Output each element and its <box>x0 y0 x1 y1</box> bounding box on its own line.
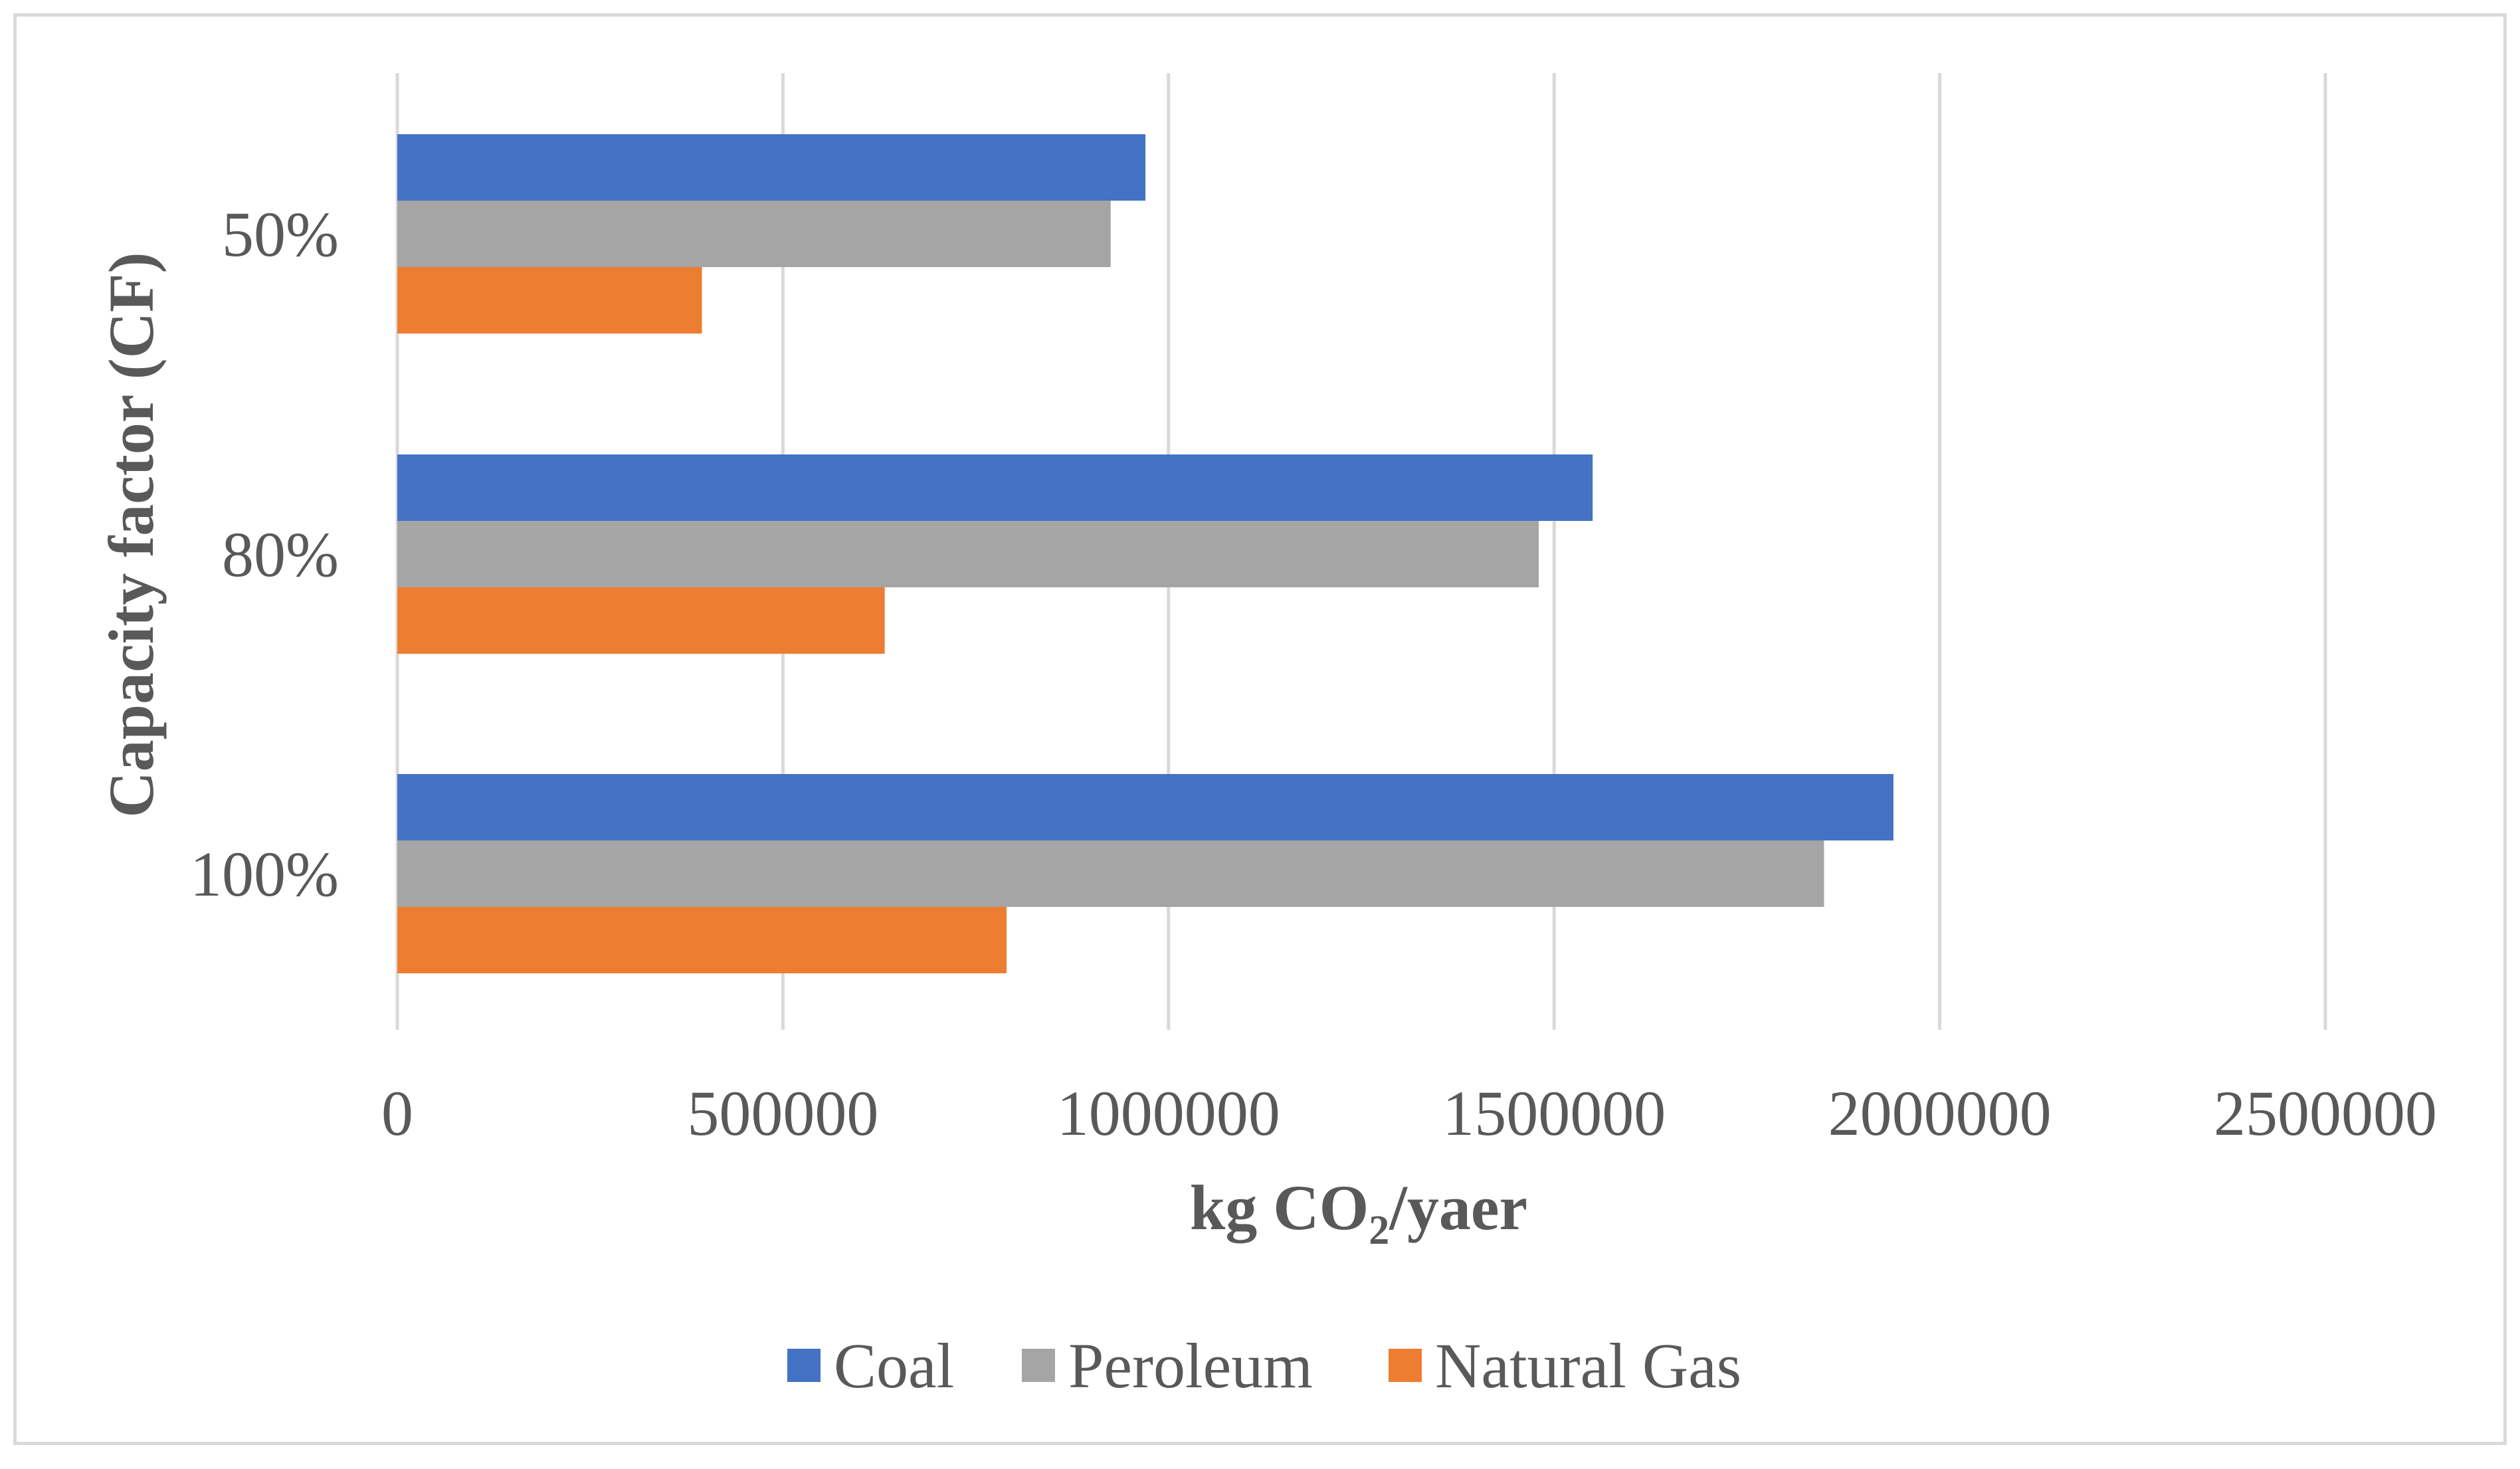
legend-swatch-natural-gas <box>1389 1349 1422 1382</box>
bar-coal <box>397 134 1145 201</box>
x-axis-tick-labels: 0 500000 1000000 1500000 2000000 2500000 <box>381 1078 2437 1149</box>
x-axis-title: kg CO2/yaer <box>1190 1172 1527 1253</box>
y-tick-label: 50% <box>222 199 339 270</box>
bar-peroleum <box>397 840 1824 907</box>
bars <box>397 134 1893 973</box>
y-axis-tick-labels: 50% 80% 100% <box>190 199 339 910</box>
x-tick-label: 2500000 <box>2214 1078 2437 1149</box>
bar-natural-gas <box>397 267 702 334</box>
x-axis-title-subscript: 2 <box>1369 1208 1389 1253</box>
bar-coal <box>397 454 1593 521</box>
bar-natural-gas <box>397 587 885 654</box>
x-tick-label: 1500000 <box>1442 1078 1666 1149</box>
x-tick-label: 0 <box>381 1078 413 1149</box>
bar-coal <box>397 774 1893 840</box>
legend-label-peroleum: Peroleum <box>1068 1330 1313 1401</box>
bar-peroleum <box>397 521 1539 587</box>
x-axis-title-suffix: /yaer <box>1389 1172 1527 1243</box>
y-axis-title: Capacity factor (CF) <box>96 252 167 817</box>
x-axis-title-prefix: kg CO <box>1190 1172 1369 1243</box>
legend-label-coal: Coal <box>834 1330 954 1401</box>
legend-swatch-coal <box>787 1349 821 1382</box>
y-tick-label: 100% <box>190 838 339 910</box>
bar-peroleum <box>397 201 1111 267</box>
y-tick-label: 80% <box>222 519 339 590</box>
legend-label-natural-gas: Natural Gas <box>1435 1330 1741 1401</box>
x-tick-label: 2000000 <box>1828 1078 2052 1149</box>
legend-swatch-peroleum <box>1022 1349 1055 1382</box>
legend: Coal Peroleum Natural Gas <box>787 1330 1741 1401</box>
bar-natural-gas <box>397 907 1007 973</box>
x-tick-label: 1000000 <box>1057 1078 1280 1149</box>
x-tick-label: 500000 <box>687 1078 878 1149</box>
